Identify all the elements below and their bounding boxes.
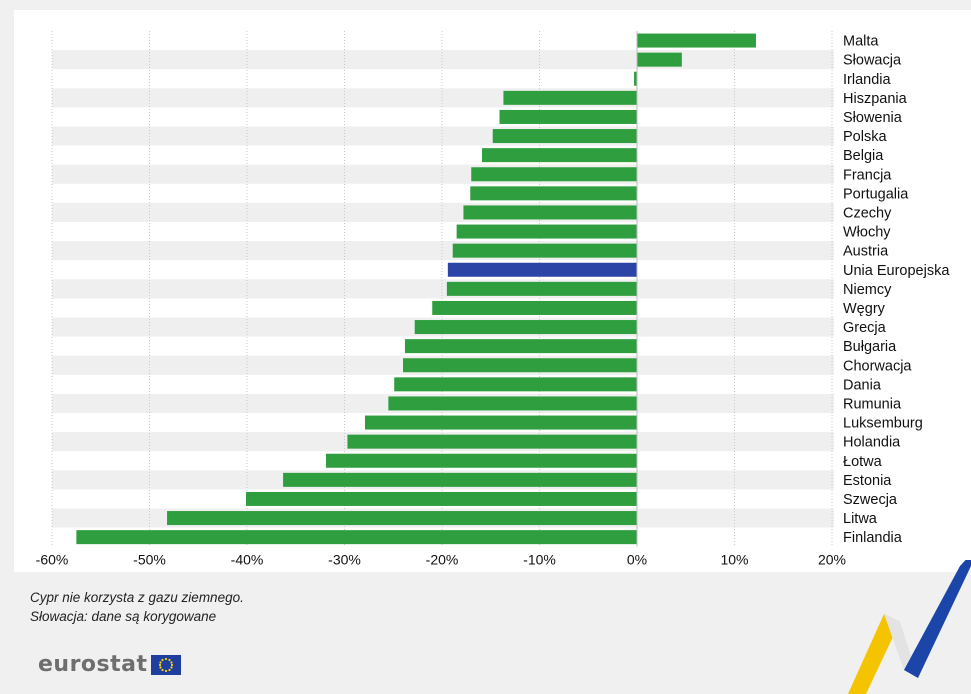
bar-luksemburg	[364, 415, 637, 430]
row-stripe	[52, 241, 834, 261]
bar-estonia	[283, 472, 637, 487]
bar-słowacja	[637, 52, 682, 67]
x-tick-label: -60%	[36, 552, 69, 568]
bar-szwecja	[246, 491, 637, 506]
bar-portugalia	[470, 186, 637, 201]
x-tick-label: -10%	[523, 552, 556, 568]
category-label: Estonia	[843, 473, 892, 489]
eurostat-logo-text: eurostat	[38, 652, 148, 677]
bar-polska	[492, 129, 637, 144]
category-label: Dania	[843, 377, 882, 393]
bar-słowenia	[499, 109, 637, 124]
category-label: Unia Europejska	[843, 263, 950, 279]
category-label: Włochy	[843, 225, 891, 241]
bar-belgia	[481, 148, 637, 163]
bar-bułgaria	[404, 339, 637, 354]
category-label: Luksemburg	[843, 416, 923, 432]
bar-hiszpania	[503, 90, 637, 105]
category-label: Niemcy	[843, 282, 892, 298]
category-label: Portugalia	[843, 186, 909, 202]
category-label: Finlandia	[843, 530, 903, 546]
bar-rumunia	[388, 396, 637, 411]
bar-litwa	[167, 511, 638, 526]
bar-finlandia	[76, 530, 637, 545]
row-stripe	[52, 279, 834, 299]
category-label: Francja	[843, 167, 892, 183]
category-label: Bułgaria	[843, 339, 897, 355]
row-stripe	[52, 88, 834, 108]
eurostat-swoosh-icon	[848, 560, 971, 694]
x-tick-label: -20%	[426, 552, 459, 568]
bar-irlandia	[634, 71, 637, 86]
bar-holandia	[347, 434, 637, 449]
bar-grecja	[414, 320, 637, 335]
footnote-slovakia: Słowacja: dane są korygowane	[30, 609, 217, 624]
eu-flag-icon	[150, 654, 181, 675]
category-label: Szwecja	[843, 492, 898, 508]
category-label: Malta	[843, 34, 879, 50]
x-tick-label: -40%	[231, 552, 264, 568]
category-label: Polska	[843, 129, 887, 145]
footnote-cyprus: Cypr nie korzysta z gazu ziemnego.	[30, 590, 244, 605]
category-label: Hiszpania	[843, 91, 908, 107]
bar-francja	[471, 167, 637, 182]
category-label: Chorwacja	[843, 358, 912, 374]
category-label: Holandia	[843, 435, 901, 451]
bar-chorwacja	[403, 358, 637, 373]
x-tick-label: -30%	[328, 552, 361, 568]
bar-czechy	[463, 205, 637, 220]
bar-dania	[394, 377, 637, 392]
category-label: Słowacja	[843, 53, 902, 69]
row-stripe	[52, 50, 834, 70]
category-label: Słowenia	[843, 110, 903, 126]
bar-unia-europejska	[447, 262, 637, 277]
bar-łotwa	[325, 453, 637, 468]
row-stripe	[52, 202, 834, 222]
category-label: Austria	[843, 244, 889, 260]
bar-węgry	[432, 300, 637, 315]
x-tick-label: 20%	[818, 552, 846, 568]
category-label: Litwa	[843, 511, 878, 527]
x-tick-label: 10%	[720, 552, 748, 568]
row-stripe	[52, 164, 834, 184]
category-label: Czechy	[843, 205, 892, 221]
chart-panel: Malta Słowacja Irlandia Hiszpania Słowenia Po…	[14, 10, 971, 572]
bar-austria	[452, 243, 637, 258]
category-label: Węgry	[843, 301, 886, 317]
x-tick-label: 0%	[627, 552, 647, 568]
bar-chart: Malta Słowacja Irlandia Hiszpania Słowenia Po…	[36, 31, 950, 568]
category-label: Belgia	[843, 148, 884, 164]
category-label: Irlandia	[843, 72, 891, 88]
eurostat-logo: eurostat	[38, 652, 181, 677]
bar-włochy	[456, 224, 637, 239]
row-stripe	[52, 126, 834, 146]
category-label: Łotwa	[843, 454, 883, 470]
category-label: Rumunia	[843, 396, 902, 412]
bar-niemcy	[446, 281, 637, 296]
bar-malta	[637, 33, 756, 48]
category-label: Grecja	[843, 320, 887, 336]
x-tick-label: -50%	[133, 552, 166, 568]
